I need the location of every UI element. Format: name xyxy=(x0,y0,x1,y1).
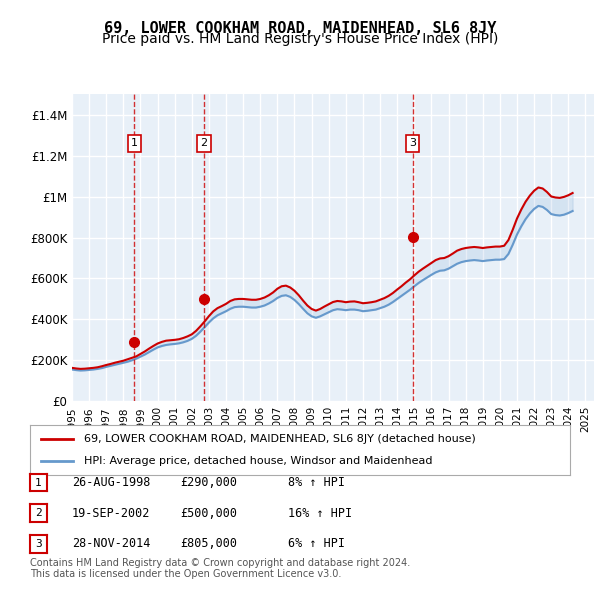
Text: 8% ↑ HPI: 8% ↑ HPI xyxy=(288,476,345,489)
Text: £500,000: £500,000 xyxy=(180,507,237,520)
Text: 1: 1 xyxy=(35,478,42,487)
Text: 3: 3 xyxy=(35,539,42,549)
Text: 6% ↑ HPI: 6% ↑ HPI xyxy=(288,537,345,550)
Text: 28-NOV-2014: 28-NOV-2014 xyxy=(72,537,151,550)
Text: £805,000: £805,000 xyxy=(180,537,237,550)
Text: HPI: Average price, detached house, Windsor and Maidenhead: HPI: Average price, detached house, Wind… xyxy=(84,456,433,466)
Text: 16% ↑ HPI: 16% ↑ HPI xyxy=(288,507,352,520)
Text: 26-AUG-1998: 26-AUG-1998 xyxy=(72,476,151,489)
Text: 69, LOWER COOKHAM ROAD, MAIDENHEAD, SL6 8JY: 69, LOWER COOKHAM ROAD, MAIDENHEAD, SL6 … xyxy=(104,21,496,35)
Text: 1: 1 xyxy=(131,139,138,149)
Text: 2: 2 xyxy=(35,509,42,518)
Text: 3: 3 xyxy=(409,139,416,149)
Text: Price paid vs. HM Land Registry's House Price Index (HPI): Price paid vs. HM Land Registry's House … xyxy=(102,32,498,47)
Text: £290,000: £290,000 xyxy=(180,476,237,489)
Text: 19-SEP-2002: 19-SEP-2002 xyxy=(72,507,151,520)
Text: Contains HM Land Registry data © Crown copyright and database right 2024.
This d: Contains HM Land Registry data © Crown c… xyxy=(30,558,410,579)
Text: 2: 2 xyxy=(200,139,208,149)
Text: 69, LOWER COOKHAM ROAD, MAIDENHEAD, SL6 8JY (detached house): 69, LOWER COOKHAM ROAD, MAIDENHEAD, SL6 … xyxy=(84,434,476,444)
